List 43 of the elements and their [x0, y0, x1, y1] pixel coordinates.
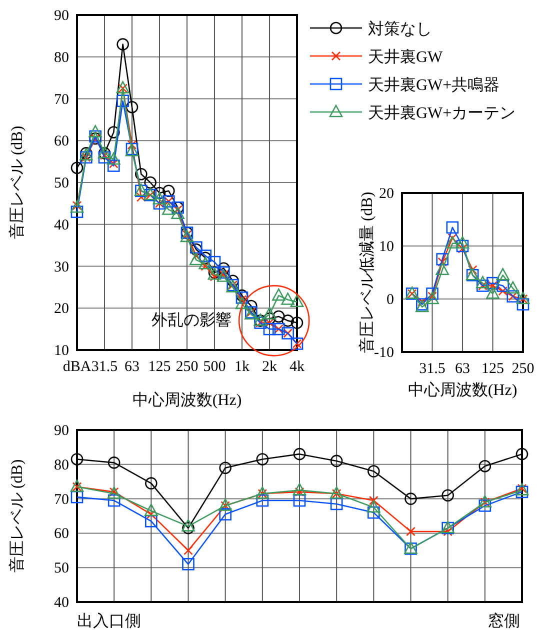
x-tick-label: 250: [512, 361, 534, 377]
y-tick-label: 90: [54, 423, 69, 439]
y-tick-label: 60: [54, 526, 69, 542]
text: 窓側: [488, 612, 520, 630]
x-tick-label: dBA: [62, 359, 92, 375]
y-axis-title: 音圧レベル (dB): [8, 459, 26, 573]
y-tick-label: 20: [54, 301, 69, 318]
x-axis-title: 中心周波数(Hz): [408, 381, 518, 399]
y-tick-label: 50: [54, 176, 69, 192]
y-tick-label: 60: [54, 134, 69, 150]
legend-label: 天井裏GW+共鳴器: [368, 76, 500, 94]
y-tick-label: 30: [54, 259, 69, 276]
text: 出入口側: [77, 612, 141, 630]
legend-label: 天井裏GW+カーテン: [368, 104, 516, 122]
x-tick-label: 125: [148, 359, 171, 375]
x-tick-label: 31.5: [91, 359, 118, 375]
y-tick-label: 70: [54, 492, 69, 508]
y-tick-label: 40: [54, 595, 69, 611]
y-tick-label: 70: [54, 92, 69, 108]
x-tick-label: 2k: [262, 359, 278, 375]
y-tick-label: 80: [54, 50, 69, 66]
y-tick-label: 10: [379, 239, 394, 255]
x-axis-title: 中心周波数(Hz): [132, 391, 242, 409]
x-tick-label: 31.5: [419, 361, 446, 377]
y-tick-label: 80: [54, 457, 69, 474]
legend-label: 天井裏GW: [368, 48, 444, 66]
y-axis-title: 音圧レベル (dB): [8, 126, 26, 240]
legend-label: 対策なし: [368, 20, 432, 38]
x-tick-label: 250: [176, 359, 198, 375]
y-axis-title: 音圧レベル低減量 (dB): [358, 192, 376, 354]
y-tick-label: 20: [379, 186, 394, 202]
x-tick-label: 1k: [234, 359, 250, 375]
y-tick-label: 0: [386, 292, 394, 308]
x-tick-label: 4k: [290, 359, 305, 375]
x-tick-label: 125: [482, 361, 504, 377]
y-tick-label: 40: [54, 217, 69, 234]
x-tick-label: 63: [124, 359, 140, 375]
x-tick-label: 63: [455, 361, 470, 377]
y-tick-label: 90: [54, 8, 69, 24]
x-tick-label: 500: [203, 359, 226, 375]
y-tick-label: 50: [54, 560, 69, 577]
y-tick-label: 10: [54, 343, 69, 359]
y-tick-label: -10: [374, 345, 394, 361]
